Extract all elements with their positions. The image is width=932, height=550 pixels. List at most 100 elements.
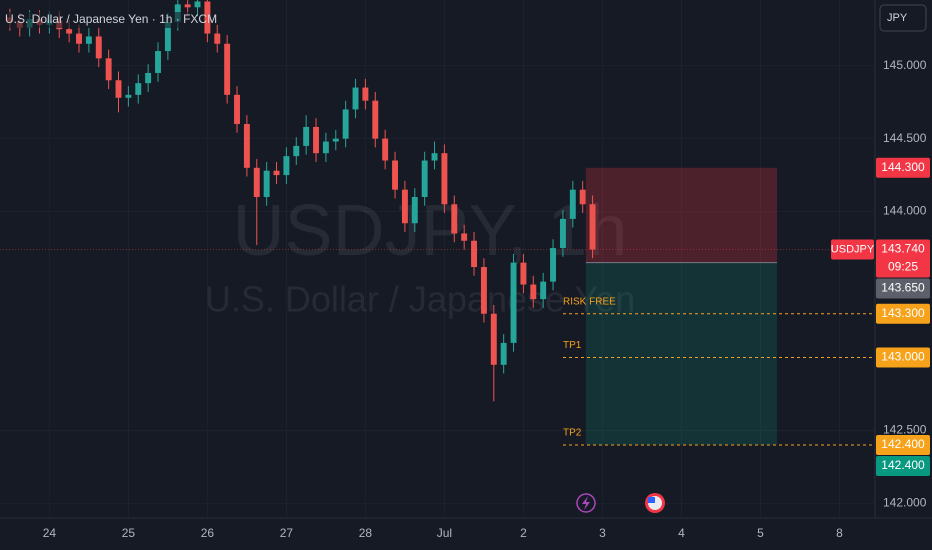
price-label: 143.300 [881,306,925,320]
candle-body [342,109,349,139]
candle-body [234,94,240,125]
candle-body [135,83,142,95]
candle-body [550,248,557,282]
x-tick-label: Jul [437,526,452,540]
x-tick-label: 4 [678,526,685,540]
candle-body [471,240,478,268]
price-label-box [876,157,930,178]
candle-body [372,100,379,139]
price-label-box [876,278,930,299]
candle-body [401,189,408,224]
currency-button[interactable] [879,4,927,32]
candle-body [569,189,576,219]
price-label-box [876,347,930,368]
y-tick-label: 144.000 [883,204,927,218]
x-tick-label: 24 [43,526,57,540]
candle-body [253,167,260,197]
candle-body [76,33,82,44]
x-tick-label: 27 [280,526,294,540]
price-label: 143.740 [881,242,925,256]
candle-body [214,33,221,44]
candle-body [421,160,428,197]
candle-body [352,87,359,110]
y-tick-label: 142.000 [883,496,927,510]
plot: RISK FREE TP1 TP2 [0,0,875,446]
flag-canton [648,497,655,503]
candle-body [490,313,497,365]
currency-button-label[interactable]: JPY [887,12,908,24]
candle-body [204,1,211,34]
candle-body [392,160,398,190]
candle-body [451,204,458,234]
symbol-tag [831,239,874,260]
candle-body [431,153,438,161]
x-tick-label: 3 [599,526,606,540]
candle-body [500,342,507,365]
candle-body [145,72,152,84]
watermark-description: U.S. Dollar / Japanese Yen [205,279,635,320]
candle-body [125,94,132,98]
candle-body [461,233,468,241]
level-name: TP2 [563,428,582,439]
level-name: TP1 [563,340,582,351]
price-label: 144.300 [881,160,925,174]
price-label: 142.400 [881,458,925,472]
candle-body [441,153,448,205]
title-backdrop [0,12,190,28]
candle-body [194,1,201,8]
candle-body [224,43,231,95]
candle-body [263,170,270,197]
x-tick-label: 5 [757,526,764,540]
x-tick-label: 26 [201,526,215,540]
chart-title: U.S. Dollar / Japanese Yen · 1h · FXCM [5,12,217,26]
x-tick-label: 28 [359,526,373,540]
price-label: 142.400 [881,437,925,451]
price-label: 143.000 [881,350,925,364]
candle-body [243,124,250,168]
y-tick-label: 142.500 [883,423,927,437]
candle-body [115,80,122,98]
price-label-box [876,456,930,477]
candle-body [530,284,537,300]
candle-body [520,262,527,285]
candle-body [66,29,73,34]
candle-body [589,204,596,250]
x-tick-label: 2 [520,526,527,540]
candle-body [273,170,280,176]
candle-body [85,36,92,44]
candle-body [303,126,310,146]
event-icons [576,493,665,513]
candle-body [579,189,586,205]
target-zone [585,262,778,446]
candle-body [95,36,102,59]
stop-zone [585,167,778,263]
x-tick-label: 8 [836,526,843,540]
candle-body [155,51,161,73]
candle-body [293,145,300,157]
y-tick-label: 145.000 [883,58,927,72]
symbol-tag-label: USDJPY [831,243,875,255]
candle-body [510,262,517,343]
price-label-box [876,303,930,324]
watermark-symbol: USDJPY, 1h [233,191,628,271]
candle-body [164,21,171,52]
level-name: RISK FREE [563,296,616,307]
countdown: 09:25 [888,260,918,274]
candle-body [559,218,566,249]
candle-body [411,196,418,224]
price-label-box [876,435,930,456]
candle-body [382,138,389,161]
lightning-glyph [582,496,590,510]
candle-body [283,156,290,176]
candle-body [322,141,329,154]
candle-body [362,87,369,101]
candle-body [105,58,112,81]
candle-body [540,281,547,300]
candle-body [313,126,319,154]
grid [0,0,875,518]
price-label: 143.650 [881,281,925,295]
